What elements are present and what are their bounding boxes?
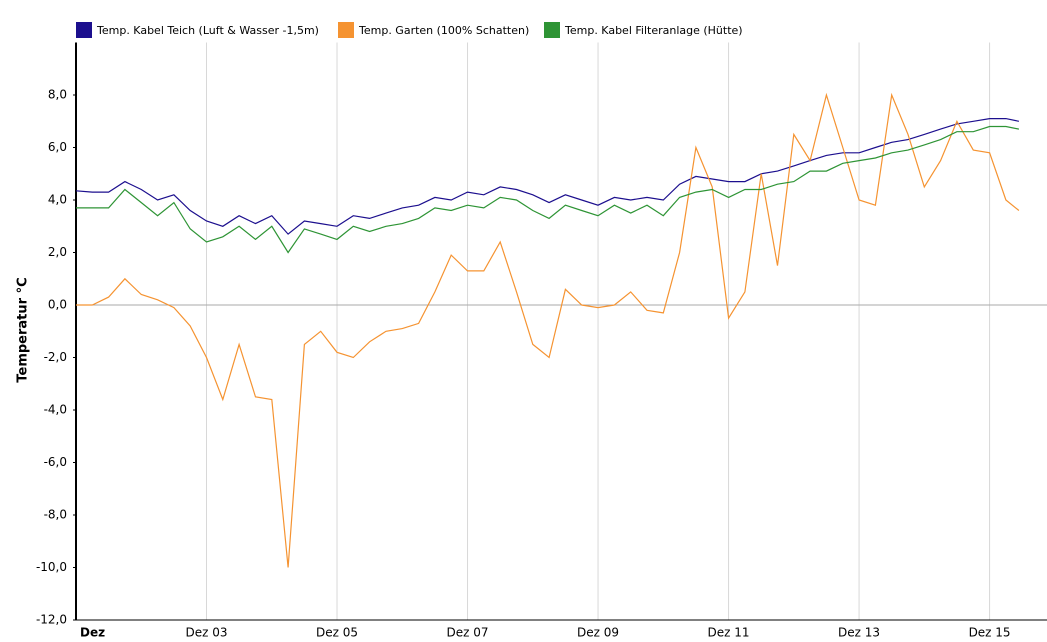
x-tick-label: Dez 11 <box>708 626 750 640</box>
x-tick-label: Dez 03 <box>186 626 228 640</box>
legend-label: Temp. Garten (100% Schatten) <box>358 24 529 37</box>
y-tick-label: -6,0 <box>44 455 67 469</box>
y-tick-label: -8,0 <box>44 508 67 522</box>
x-tick-label: Dez 09 <box>577 626 619 640</box>
y-tick-label: -12,0 <box>36 613 67 627</box>
x-tick-label: Dez 15 <box>969 626 1011 640</box>
legend-label: Temp. Kabel Teich (Luft & Wasser -1,5m) <box>96 24 319 37</box>
series-line <box>76 92 1020 568</box>
y-tick-label: 4,0 <box>48 193 67 207</box>
legend-swatch <box>544 22 560 38</box>
x-tick-label: Dez 05 <box>316 626 358 640</box>
y-tick-label: 6,0 <box>48 140 67 154</box>
y-tick-label: 2,0 <box>48 245 67 259</box>
x-tick-label: Dez 07 <box>447 626 489 640</box>
y-axis-title: Temperatur °C <box>16 277 31 382</box>
y-tick-label: 8,0 <box>48 88 67 102</box>
series-line <box>75 118 1020 235</box>
y-tick-label: -4,0 <box>44 403 67 417</box>
x-tick-label: Dez <box>80 626 105 640</box>
x-tick-label: Dez 13 <box>838 626 880 640</box>
series-line <box>76 125 1020 254</box>
legend-swatch <box>338 22 354 38</box>
y-tick-label: 0,0 <box>48 298 67 312</box>
y-tick-label: -10,0 <box>36 560 67 574</box>
y-tick-label: -2,0 <box>44 350 67 364</box>
legend-label: Temp. Kabel Filteranlage (Hütte) <box>564 24 743 37</box>
legend-swatch <box>76 22 92 38</box>
